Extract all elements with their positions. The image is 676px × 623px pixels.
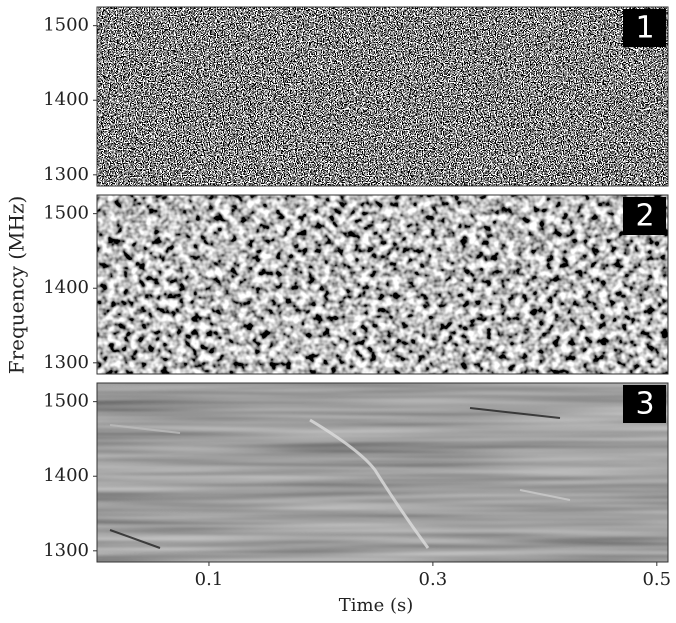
- panel-label-box: [623, 9, 666, 47]
- panel-label-box: [623, 385, 666, 423]
- y-tick-label: 1300: [43, 164, 89, 185]
- y-tick-label: 1300: [43, 352, 89, 373]
- panel-label: 2: [635, 199, 654, 234]
- y-tick-label: 1400: [43, 465, 89, 486]
- x-axis-label: Time (s): [339, 595, 414, 616]
- pulse-sweep: [309, 418, 430, 549]
- spectrogram: [97, 383, 668, 562]
- y-tick-label: 1400: [43, 89, 89, 110]
- y-tick-label: 1500: [43, 15, 89, 36]
- panel-frame: [96, 382, 669, 563]
- x-tick-label: 0.3: [419, 569, 448, 590]
- streak: [469, 407, 561, 419]
- y-tick-label: 1500: [43, 391, 89, 412]
- x-tick-label: 0.5: [642, 569, 671, 590]
- panel-label: 3: [635, 387, 654, 422]
- spectrogram: [97, 7, 668, 186]
- panel-frame: [96, 194, 669, 375]
- panel-frame: [96, 6, 669, 187]
- panel-label-box: [623, 197, 666, 235]
- y-axis-label: Frequency (MHz): [5, 196, 29, 375]
- pulse-track: [109, 407, 571, 549]
- x-tick-label: 0.1: [195, 569, 224, 590]
- y-tick-label: 1300: [43, 540, 89, 561]
- streak: [109, 529, 161, 549]
- y-tick-label: 1400: [43, 277, 89, 298]
- streak: [519, 489, 571, 501]
- spectrogram: [97, 195, 668, 374]
- y-tick-label: 1500: [43, 203, 89, 224]
- panel-label: 1: [635, 11, 654, 46]
- streak: [109, 424, 181, 434]
